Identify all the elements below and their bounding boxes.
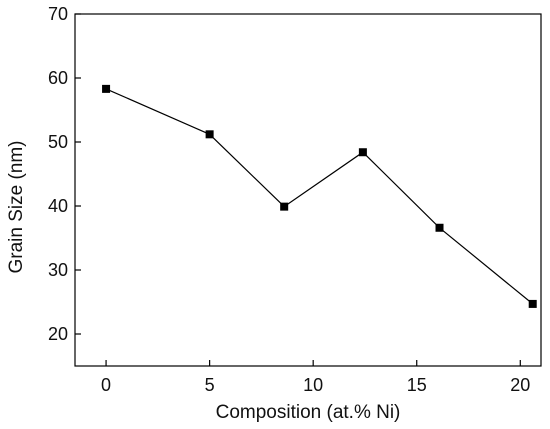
data-markers [102, 84, 537, 308]
x-tick-label: 0 [101, 375, 111, 395]
x-axis-title: Composition (at.% Ni) [216, 402, 401, 423]
data-point-marker [528, 299, 537, 308]
y-axis-ticks: 20 30 40 50 60 70 [48, 4, 81, 344]
series-line [105, 88, 534, 305]
y-tick-label: 40 [48, 196, 68, 216]
x-tick-label: 15 [407, 375, 427, 395]
data-point-marker [280, 202, 289, 211]
y-tick-label: 60 [48, 68, 68, 88]
x-tick-label: 10 [303, 375, 323, 395]
y-tick-label: 20 [48, 324, 68, 344]
x-tick-label: 20 [510, 375, 530, 395]
data-point-marker [435, 223, 444, 232]
y-tick-label: 50 [48, 132, 68, 152]
x-tick-label: 5 [205, 375, 215, 395]
y-tick-label: 30 [48, 260, 68, 280]
x-axis-ticks: 0 5 10 15 20 [101, 360, 530, 395]
data-point-marker [102, 84, 111, 93]
data-point-marker [358, 148, 367, 157]
data-point-marker [205, 130, 214, 139]
y-axis-title: Grain Size (nm) [6, 140, 27, 273]
y-tick-label: 70 [48, 4, 68, 24]
plot-frame [74, 13, 542, 367]
